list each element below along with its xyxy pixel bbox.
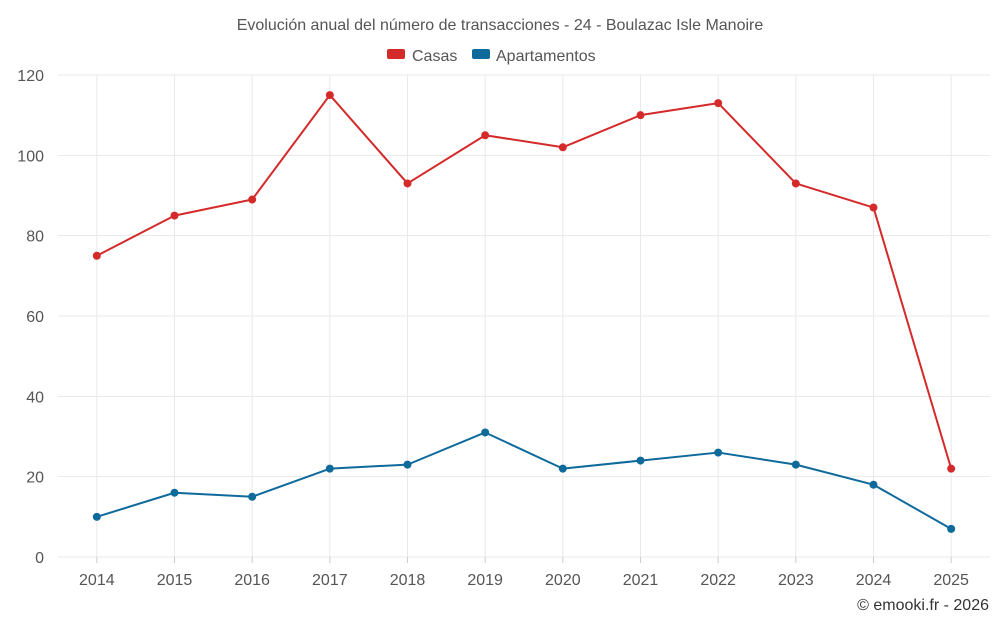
- x-tick-label: 2019: [467, 572, 503, 589]
- x-tick-label: 2023: [778, 572, 814, 589]
- series-line-apartamentos: [96, 431, 952, 530]
- data-point-apartamentos[interactable]: [248, 492, 257, 501]
- legend-label-apartamentos: Apartamentos: [496, 48, 596, 65]
- legend-swatch-apartamentos: [472, 49, 490, 59]
- x-tick-label: 2014: [79, 572, 115, 589]
- credit-text: © emooki.fr - 2026: [857, 597, 989, 614]
- legend-item-casas[interactable]: Casas: [387, 48, 457, 65]
- data-point-casas[interactable]: [558, 143, 567, 152]
- x-tick-label: 2018: [390, 572, 426, 589]
- data-point-apartamentos[interactable]: [714, 448, 723, 457]
- data-point-apartamentos[interactable]: [92, 512, 101, 521]
- series: [92, 91, 956, 533]
- data-point-casas[interactable]: [714, 99, 723, 108]
- x-tick-label: 2015: [157, 572, 193, 589]
- data-point-casas[interactable]: [325, 91, 334, 100]
- series-line-casas: [96, 94, 953, 469]
- data-point-casas[interactable]: [636, 111, 645, 120]
- legend-swatch-casas: [387, 49, 405, 59]
- x-axis-ticks: 2014 2015 2016 2017 2018 2019 2020 2021 2022 2023…: [79, 572, 969, 589]
- data-point-apartamentos[interactable]: [481, 428, 490, 437]
- y-tick-label: 100: [17, 148, 44, 165]
- data-point-apartamentos[interactable]: [558, 464, 567, 473]
- x-tick-label: 2021: [623, 572, 659, 589]
- data-point-casas[interactable]: [403, 179, 412, 188]
- x-tick-label: 2020: [545, 572, 581, 589]
- x-tick-label: 2016: [234, 572, 270, 589]
- chart-title: Evolución anual del número de transaccio…: [237, 17, 764, 34]
- data-point-casas[interactable]: [869, 203, 878, 212]
- legend-label-casas: Casas: [412, 48, 457, 65]
- data-point-casas[interactable]: [92, 251, 101, 260]
- series-casas: [92, 91, 956, 473]
- y-tick-label: 120: [17, 68, 44, 85]
- data-point-apartamentos[interactable]: [403, 460, 412, 469]
- data-point-casas[interactable]: [947, 464, 956, 473]
- data-point-apartamentos[interactable]: [947, 524, 956, 533]
- grid: [58, 74, 990, 563]
- legend: Casas Apartamentos: [387, 48, 596, 65]
- data-point-apartamentos[interactable]: [325, 464, 334, 473]
- series-apartamentos: [92, 428, 956, 533]
- x-tick-label: 2017: [312, 572, 348, 589]
- y-axis-ticks: 0 20 40 60 80 100 120: [17, 68, 44, 567]
- y-tick-label: 80: [26, 229, 44, 246]
- data-point-apartamentos[interactable]: [170, 488, 179, 497]
- y-tick-label: 0: [35, 550, 44, 567]
- data-point-casas[interactable]: [481, 131, 490, 140]
- legend-item-apartamentos[interactable]: Apartamentos: [472, 48, 596, 65]
- y-tick-label: 20: [26, 470, 44, 487]
- data-point-apartamentos[interactable]: [636, 456, 645, 465]
- data-point-casas[interactable]: [170, 211, 179, 220]
- data-point-apartamentos[interactable]: [791, 460, 800, 469]
- x-tick-label: 2025: [933, 572, 969, 589]
- y-tick-label: 40: [26, 389, 44, 406]
- data-point-casas[interactable]: [791, 179, 800, 188]
- y-tick-label: 60: [26, 309, 44, 326]
- x-tick-label: 2024: [856, 572, 892, 589]
- data-point-apartamentos[interactable]: [869, 480, 878, 489]
- data-point-casas[interactable]: [248, 195, 257, 204]
- x-tick-label: 2022: [700, 572, 736, 589]
